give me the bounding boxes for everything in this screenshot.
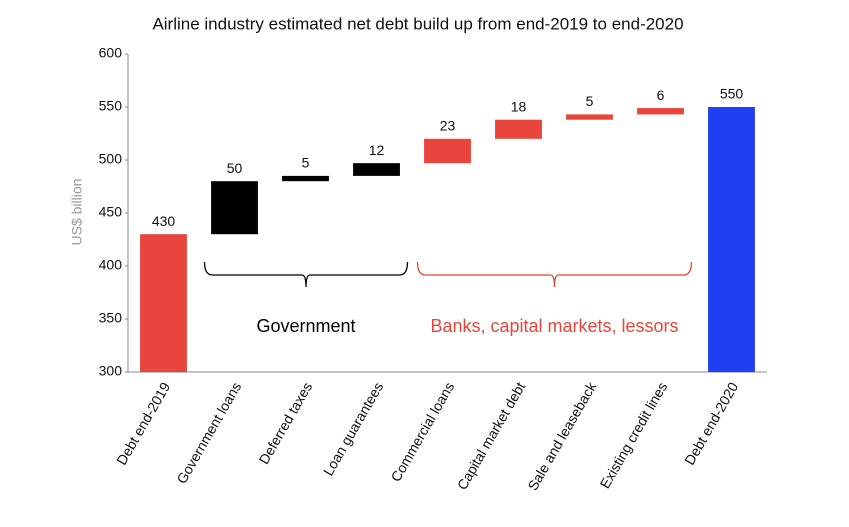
group-bracket xyxy=(203,261,409,288)
bar xyxy=(566,114,613,120)
group-bracket xyxy=(416,261,693,288)
bar xyxy=(424,138,471,164)
value-label: 5 xyxy=(302,155,310,171)
bar xyxy=(637,108,684,115)
y-tick-label: 300 xyxy=(99,363,123,379)
y-tick-label: 400 xyxy=(99,257,123,273)
bar xyxy=(282,175,329,182)
value-label: 6 xyxy=(657,87,665,103)
value-label: 18 xyxy=(511,98,527,114)
value-label: 23 xyxy=(440,118,456,134)
bar xyxy=(211,181,258,235)
bar xyxy=(353,163,400,176)
y-tick-label: 500 xyxy=(99,151,123,167)
y-tick-label: 350 xyxy=(99,310,123,326)
group-label: Government xyxy=(256,316,355,336)
x-tick-label: Loan guarantees xyxy=(320,379,386,478)
x-tick-label: Commercial loans xyxy=(387,379,457,484)
x-tick-label: Debt end-2020 xyxy=(681,379,741,467)
value-label: 430 xyxy=(152,213,176,229)
bar xyxy=(495,119,542,139)
y-tick-label: 550 xyxy=(99,98,123,114)
chart-title: Airline industry estimated net debt buil… xyxy=(152,14,683,33)
value-label: 12 xyxy=(369,142,385,158)
y-tick-label: 600 xyxy=(99,45,123,61)
bar xyxy=(140,234,187,372)
y-tick-label: 450 xyxy=(99,204,123,220)
bar xyxy=(708,107,755,372)
x-tick-label: Deferred taxes xyxy=(256,379,316,467)
x-tick-label: Debt end-2019 xyxy=(113,379,173,467)
x-tick-label: Existing credit lines xyxy=(597,379,671,491)
y-axis-label: US$ billion xyxy=(69,179,85,246)
value-label: 50 xyxy=(227,160,243,176)
value-label: 5 xyxy=(586,93,594,109)
x-tick-label: Capital market debt xyxy=(454,379,529,492)
x-tick-label: Government loans xyxy=(173,379,244,486)
value-label: 550 xyxy=(720,86,744,102)
x-tick-label: Sale and leaseback xyxy=(524,378,599,493)
group-label: Banks, capital markets, lessors xyxy=(430,316,678,336)
